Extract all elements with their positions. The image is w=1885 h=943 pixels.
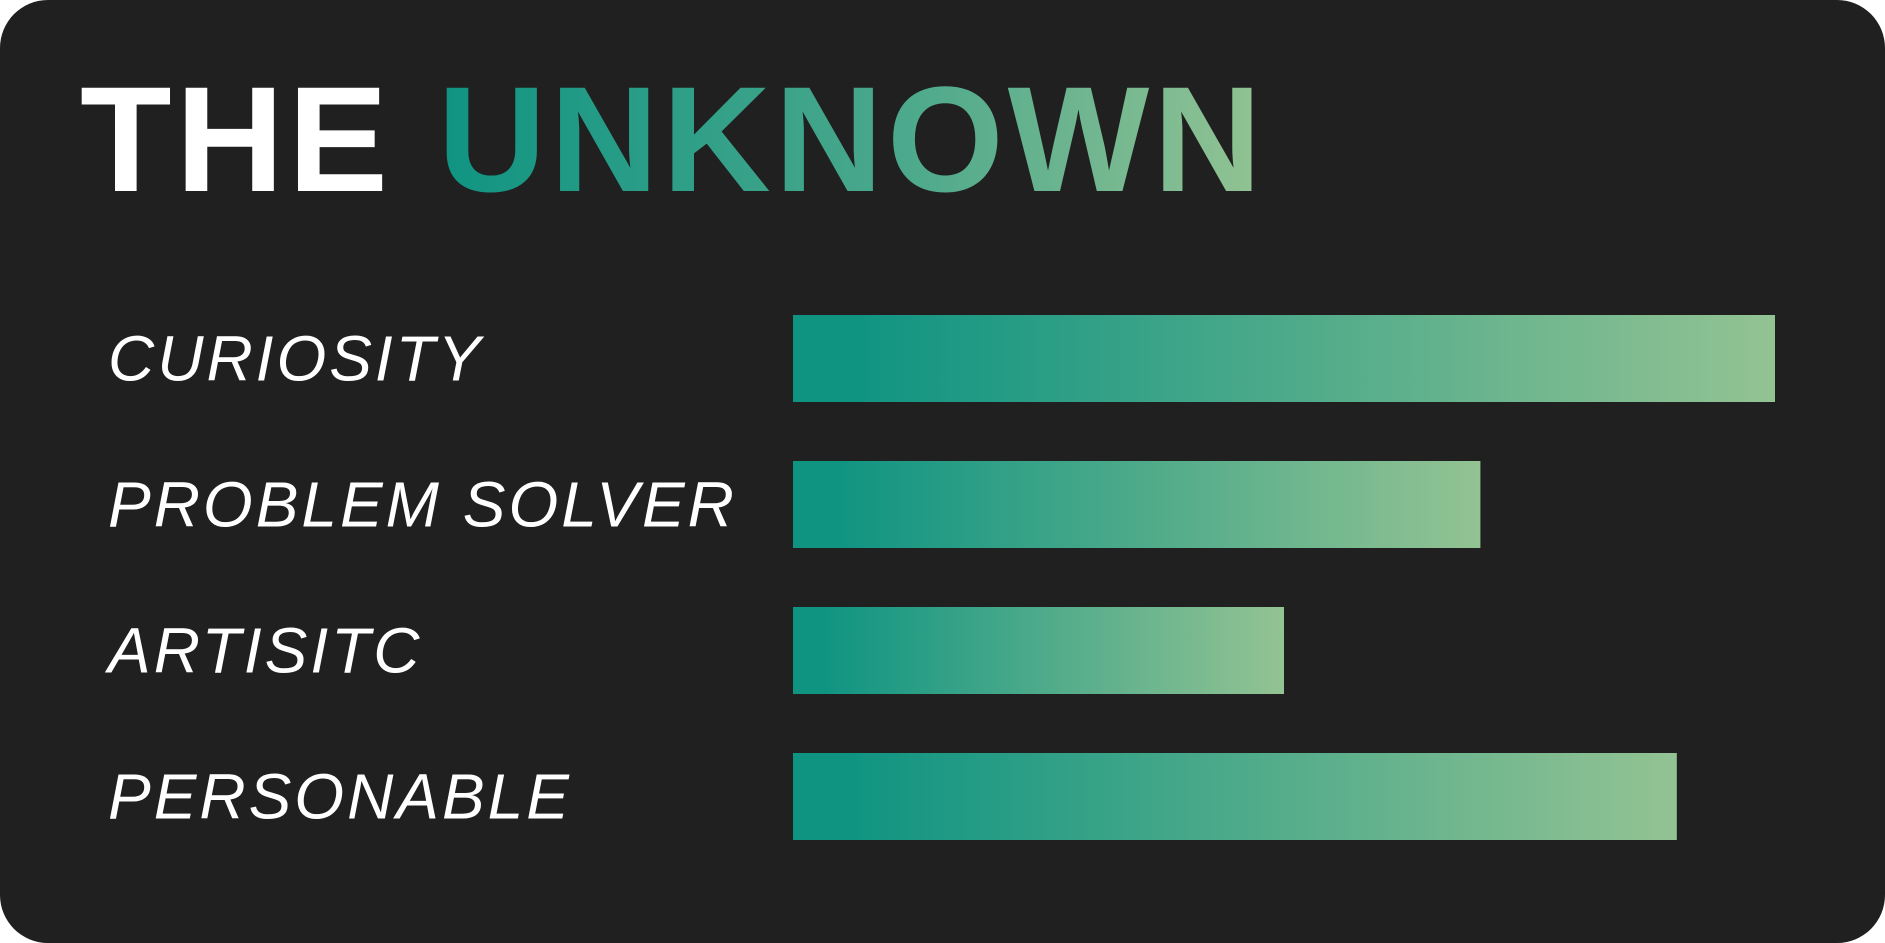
chart-title: THE UNKNOWN [80,64,1266,214]
bar-personable [793,753,1677,840]
category-label-problem-solver: PROBLEM SOLVER [108,469,737,541]
category-label-artisitc: ARTISITC [104,615,422,687]
title-part-the: THE [80,55,392,223]
title-part-unknown: UNKNOWN [437,55,1266,223]
bar-problem-solver [793,461,1481,548]
category-label-curiosity: CURIOSITY [108,323,485,395]
bar-curiosity [793,315,1775,402]
category-label-personable: PERSONABLE [108,761,572,833]
bar-artisitc [793,607,1284,694]
